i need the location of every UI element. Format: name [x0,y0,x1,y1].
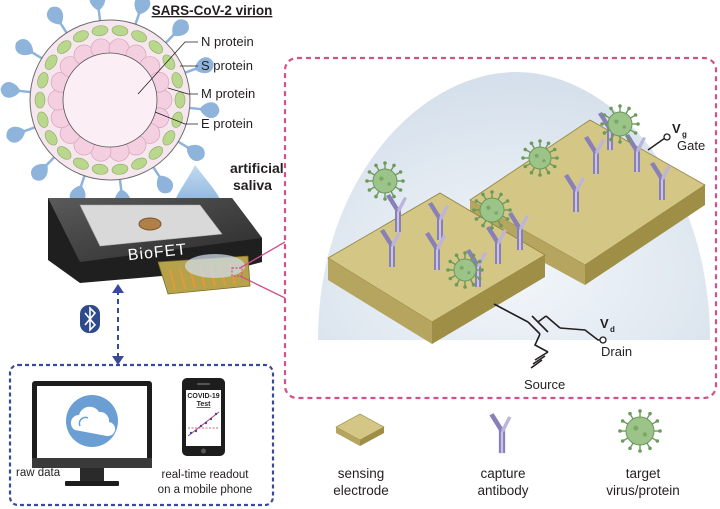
gate-voltage-subscript: g [682,130,687,139]
biofet-chip: BioFET [48,198,286,299]
connector-drop [185,254,245,278]
monitor-icon [32,381,152,486]
virion-title: SARS-CoV-2 virion [152,3,273,18]
membrane-protein [162,130,176,146]
chip-sensor-dot [138,217,162,231]
drain-label: Drain [601,344,632,359]
capture-antibody [564,174,585,212]
link-arrow-up [112,284,124,293]
capture-antibody [386,194,407,232]
membrane-protein [44,130,58,146]
capture-antibody [508,212,529,250]
saliva-label-line1: artificial [230,160,284,176]
membrane-protein [73,157,89,170]
capture-antibody [425,232,446,270]
target-virus [446,251,484,289]
membrane-protein [131,157,147,170]
readout-dashed-border [8,363,275,507]
membrane-protein [111,25,129,37]
link-arrow-down [112,356,124,365]
gate-voltage-symbol: V [672,121,681,136]
target-virus [600,104,640,144]
drain-terminal [599,336,607,344]
virion-leader-lines [137,41,198,125]
legend-antibody-icon [489,413,512,454]
membrane-protein [171,111,183,128]
phone-title-line1: COVID-19 [187,393,219,400]
membrane-protein [37,72,49,89]
membrane-protein [44,54,58,70]
legend: sensing electrode capture antibody targe… [333,409,680,498]
transistor-symbol [493,303,601,369]
label-s-protein: S protein [201,58,253,73]
membrane-protein [56,146,72,160]
legend-electrode-line1: sensing [338,466,385,481]
target-viruses [365,104,640,289]
legend-antibody-line2: antibody [477,483,528,498]
monitor-label: raw data [16,467,61,479]
drain-voltage-subscript: d [610,325,615,334]
label-n-protein: N protein [201,34,254,49]
target-virus [365,161,405,201]
readout-panel: raw data COVID-19 Test real-time readout… [8,363,275,507]
membrane-protein [91,25,109,37]
spike-protein [0,82,33,98]
membrane-protein [148,146,164,160]
gate-label: Gate [677,138,705,153]
membrane-protein [111,163,129,175]
sensor-zoom-panel: V g Gate V d Drain Source [283,56,718,400]
legend-electrode-line2: electrode [333,483,389,498]
membrane-protein [34,91,46,109]
capture-antibody [380,229,401,267]
bluetooth-icon [80,305,100,333]
zoom-dashed-border [283,56,718,400]
membrane-protein [171,72,183,89]
membrane-protein [91,163,109,175]
chip-label: BioFET [127,241,188,264]
target-virus [472,190,512,230]
legend-virus-line2: virus/protein [606,483,680,498]
membrane-protein [131,30,147,43]
zoom-source-box [231,267,243,277]
capture-antibody [428,202,449,240]
membrane-protein [56,40,72,54]
capture-antibody [650,162,671,200]
label-e-protein: E protein [201,116,253,131]
legend-antibody-line1: capture [480,466,525,481]
phone-caption-line2: on a mobile phone [158,484,253,496]
membrane-protein [73,30,89,43]
source-label: Source [524,377,565,392]
target-virus [618,409,662,453]
bluetooth-link [80,284,124,365]
capture-antibodies [380,112,671,287]
zoom-line-top [239,241,286,269]
virion-core [62,52,158,148]
capture-antibody [584,136,605,174]
legend-virus-icon [618,409,662,453]
zoom-line-bottom [239,275,286,299]
membrane-protein [174,91,186,109]
label-m-protein: M protein [201,86,255,101]
membrane-proteins [34,25,186,175]
phone-icon [182,378,225,456]
target-virus [521,139,559,177]
drain-voltage-symbol: V [600,316,609,331]
membrane-protein [148,40,164,54]
legend-electrode-icon [335,413,385,446]
legend-virus-line1: target [626,466,661,481]
capture-antibody [486,226,507,264]
phone-caption-line1: real-time readout [162,469,250,481]
membrane-protein [37,111,49,128]
saliva-label-line2: saliva [233,177,272,193]
gate-terminal [647,133,671,151]
capture-antibody [489,413,512,454]
virion-diagram: SARS-CoV-2 virion N protein S protein M … [0,0,272,210]
phone-title-line2: Test [197,401,212,408]
